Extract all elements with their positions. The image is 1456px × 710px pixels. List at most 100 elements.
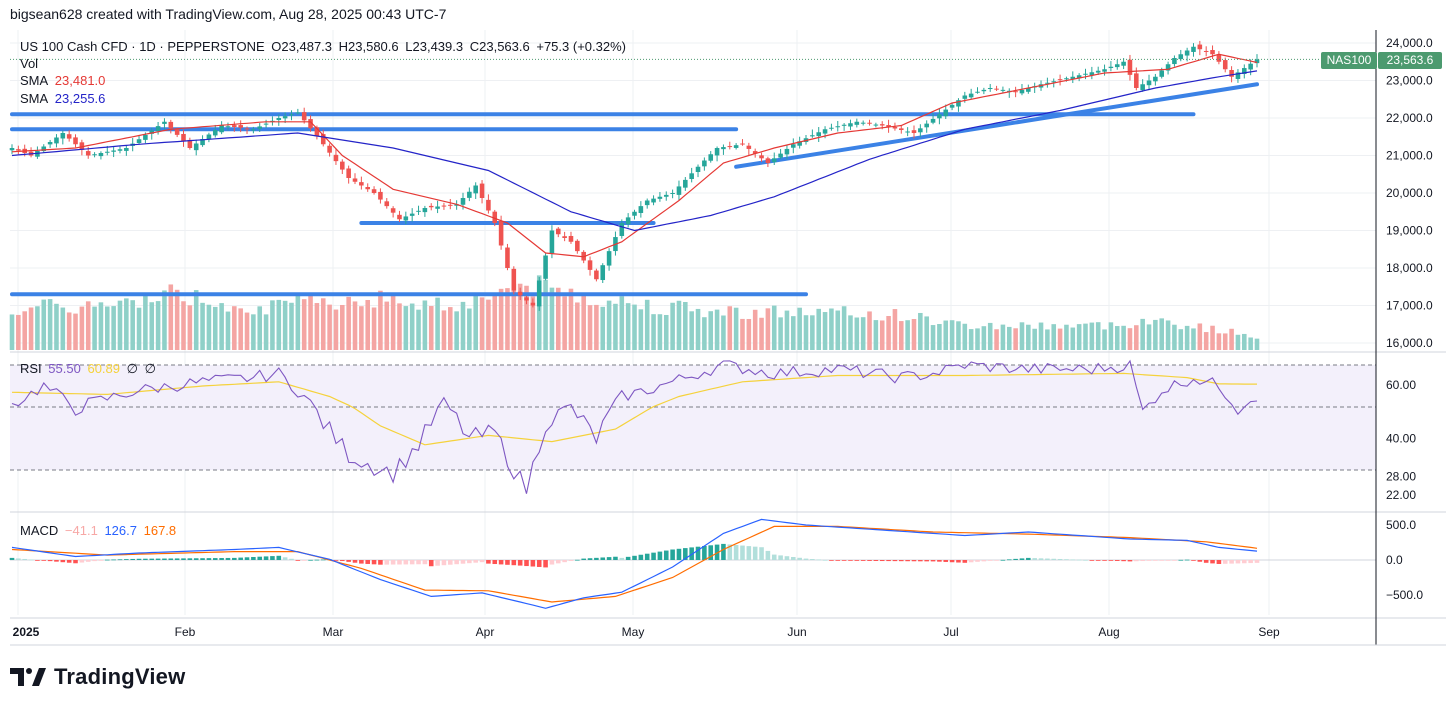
candle-body <box>104 151 110 153</box>
volume-bar <box>327 304 332 350</box>
candle-body <box>54 137 59 144</box>
volume-bar <box>409 303 415 350</box>
volume-bar <box>346 296 351 350</box>
rsi-tick-label: 60.00 <box>1386 378 1416 392</box>
volume-bar <box>568 288 574 350</box>
macd-histogram-bar <box>454 560 459 565</box>
volume-bar <box>238 308 243 350</box>
candle-body <box>930 118 936 123</box>
candle-body <box>644 200 650 206</box>
macd-histogram-bar <box>943 560 949 562</box>
macd-histogram-bar <box>778 555 783 560</box>
volume-bar <box>555 287 561 350</box>
volume-bar <box>765 308 771 350</box>
candle-body <box>1216 54 1222 62</box>
volume-bar <box>898 321 904 350</box>
macd-histogram-bar <box>1127 560 1133 562</box>
candle-body <box>606 251 612 266</box>
candle-body <box>759 155 764 159</box>
candle-body <box>816 132 821 137</box>
macd-histogram-bar <box>390 560 396 565</box>
candle-body <box>975 91 980 93</box>
macd-histogram-bar <box>130 558 135 560</box>
volume-bar <box>320 298 326 350</box>
macd-histogram-bar <box>308 559 313 561</box>
macd-histogram-bar <box>822 559 828 561</box>
sma1-legend[interactable]: SMA 23,481.0 <box>20 72 108 89</box>
candle-body <box>117 149 123 151</box>
candle-body <box>937 114 942 119</box>
candle-body <box>784 148 790 155</box>
macd-histogram-bar <box>1178 559 1184 561</box>
volume-bar <box>879 320 885 350</box>
volume-bar <box>60 307 66 350</box>
rsi-legend[interactable]: RSI 55.50 60.89 ∅ ∅ <box>20 360 159 377</box>
macd-histogram-bar <box>340 560 345 562</box>
price-legend: US 100 Cash CFD · 1D · PEPPERSTONE O23,4… <box>20 38 629 55</box>
candle-body <box>1159 70 1165 77</box>
candle-body <box>1210 50 1215 55</box>
volume-bar <box>708 311 714 350</box>
candle-body <box>848 123 853 127</box>
volume-bar <box>73 313 78 350</box>
volume-bar <box>594 304 599 350</box>
volume-bar <box>295 295 301 350</box>
volume-bar <box>1140 318 1145 350</box>
volume-bar <box>536 275 542 350</box>
macd-histogram-bar <box>530 560 536 567</box>
candle-body <box>1013 91 1018 93</box>
candle-body <box>498 220 504 246</box>
rsi-tick-label: 22.00 <box>1386 488 1416 502</box>
candle-body <box>340 161 345 170</box>
volume-bar <box>606 300 612 350</box>
macd-legend[interactable]: MACD −41.1 126.7 167.8 <box>20 522 179 539</box>
macd-histogram-bar <box>143 558 148 560</box>
candle-body <box>810 135 815 137</box>
time-tick-label: Sep <box>1258 625 1280 639</box>
ohlc-open: O23,487.3 <box>271 39 333 54</box>
macd-histogram-bar <box>492 560 498 565</box>
macd-histogram-bar <box>1172 560 1177 561</box>
volume-bar <box>467 308 472 350</box>
volume-bar <box>638 309 644 350</box>
macd-label: MACD <box>20 523 59 538</box>
macd-histogram-bar <box>1153 560 1158 561</box>
macd-histogram-bar <box>352 560 358 563</box>
macd-histogram-bar <box>613 556 618 560</box>
volume-bar <box>371 307 377 350</box>
macd-histogram-bar <box>854 560 860 561</box>
candle-body <box>962 95 968 99</box>
candle-body <box>251 129 256 131</box>
macd-histogram-bar <box>663 550 669 560</box>
candle-body <box>41 146 47 152</box>
macd-histogram-bar <box>752 546 758 560</box>
candle-body <box>1064 78 1069 80</box>
candle-body <box>282 116 288 119</box>
volume-bar <box>924 316 929 350</box>
candle-body <box>193 143 199 151</box>
macd-histogram-bar <box>9 557 15 560</box>
macd-histogram-bar <box>479 560 485 563</box>
candle-body <box>829 127 834 129</box>
volume-bar <box>1032 328 1037 350</box>
candle-body <box>1229 70 1234 77</box>
candle-body <box>60 133 66 139</box>
candle-body <box>301 112 307 121</box>
volume-bar <box>651 314 656 350</box>
volume-bar <box>683 301 688 350</box>
macd-histogram-bar <box>835 560 841 561</box>
macd-histogram-bar <box>810 559 815 560</box>
macd-histogram-bar <box>428 560 434 567</box>
volume-bar <box>441 310 447 350</box>
tradingview-brand[interactable]: TradingView <box>10 664 185 690</box>
vol-legend[interactable]: Vol <box>20 55 41 72</box>
candle-body <box>1197 44 1203 50</box>
candle-body <box>1114 64 1120 68</box>
sma2-legend[interactable]: SMA 23,255.6 <box>20 90 108 107</box>
rsi-extra1: ∅ <box>126 361 138 376</box>
macd-histogram-bar <box>848 560 853 561</box>
candle-body <box>390 208 396 213</box>
volume-bar <box>1102 329 1107 350</box>
volume-bar <box>1083 323 1088 350</box>
